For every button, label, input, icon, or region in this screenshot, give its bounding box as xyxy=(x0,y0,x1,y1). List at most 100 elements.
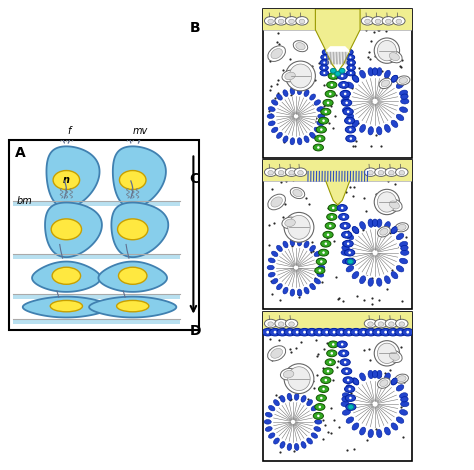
Ellipse shape xyxy=(349,128,352,131)
Ellipse shape xyxy=(319,118,328,124)
Point xyxy=(389,351,397,358)
Ellipse shape xyxy=(296,16,308,25)
Ellipse shape xyxy=(292,329,303,336)
Text: B: B xyxy=(190,21,200,35)
Point xyxy=(377,76,384,84)
Ellipse shape xyxy=(282,217,298,228)
Point xyxy=(292,187,299,194)
Point xyxy=(268,290,276,298)
Point xyxy=(275,328,283,336)
Ellipse shape xyxy=(368,219,374,227)
Ellipse shape xyxy=(400,107,408,112)
Ellipse shape xyxy=(346,384,354,391)
Ellipse shape xyxy=(344,361,346,363)
Ellipse shape xyxy=(283,241,288,248)
Ellipse shape xyxy=(384,221,391,229)
Ellipse shape xyxy=(358,329,369,336)
Ellipse shape xyxy=(392,331,394,334)
Point xyxy=(349,193,356,200)
Point xyxy=(326,215,334,222)
Ellipse shape xyxy=(272,127,278,133)
Point xyxy=(280,138,288,146)
Point xyxy=(284,431,292,439)
Point xyxy=(372,191,380,198)
Ellipse shape xyxy=(350,67,352,69)
Point xyxy=(354,119,362,126)
Ellipse shape xyxy=(342,397,349,402)
Ellipse shape xyxy=(346,114,354,121)
Point xyxy=(382,369,389,376)
Ellipse shape xyxy=(342,409,350,415)
Ellipse shape xyxy=(329,225,331,227)
Ellipse shape xyxy=(340,222,350,229)
Ellipse shape xyxy=(351,380,399,428)
Ellipse shape xyxy=(276,94,283,100)
Point xyxy=(306,200,313,207)
Point xyxy=(272,94,279,102)
Point xyxy=(401,240,409,248)
Point xyxy=(315,20,323,27)
Ellipse shape xyxy=(118,219,148,240)
Point xyxy=(327,404,335,411)
Ellipse shape xyxy=(321,377,331,384)
Ellipse shape xyxy=(346,370,348,373)
Ellipse shape xyxy=(268,107,275,111)
Ellipse shape xyxy=(351,78,399,125)
Point xyxy=(338,321,346,329)
Ellipse shape xyxy=(328,329,340,336)
Ellipse shape xyxy=(272,100,278,105)
Ellipse shape xyxy=(377,343,396,363)
Ellipse shape xyxy=(321,109,331,115)
Ellipse shape xyxy=(391,120,398,127)
Point xyxy=(301,377,308,385)
Ellipse shape xyxy=(322,49,331,55)
Ellipse shape xyxy=(321,55,329,60)
Point xyxy=(331,112,339,119)
Ellipse shape xyxy=(285,61,315,91)
Ellipse shape xyxy=(290,289,295,296)
Ellipse shape xyxy=(118,267,147,284)
Ellipse shape xyxy=(268,322,273,326)
Ellipse shape xyxy=(365,168,377,176)
Ellipse shape xyxy=(264,16,277,25)
Ellipse shape xyxy=(327,102,329,104)
Ellipse shape xyxy=(345,49,353,55)
Point xyxy=(344,446,351,454)
Ellipse shape xyxy=(282,70,298,82)
Ellipse shape xyxy=(377,40,396,61)
Point xyxy=(332,273,339,281)
Point xyxy=(324,376,332,383)
Point xyxy=(328,48,336,55)
Point xyxy=(392,180,399,188)
Ellipse shape xyxy=(332,207,335,209)
Point xyxy=(367,229,374,237)
Ellipse shape xyxy=(347,379,349,382)
Ellipse shape xyxy=(320,128,323,131)
Ellipse shape xyxy=(341,75,344,77)
Ellipse shape xyxy=(273,400,279,406)
Ellipse shape xyxy=(290,87,295,94)
Point xyxy=(274,29,282,36)
Ellipse shape xyxy=(355,331,357,334)
Text: A: A xyxy=(15,146,26,160)
Point xyxy=(290,325,297,332)
Point xyxy=(286,276,293,283)
Point xyxy=(282,201,289,208)
Ellipse shape xyxy=(310,132,316,138)
Ellipse shape xyxy=(328,72,338,79)
Point xyxy=(310,377,317,384)
Ellipse shape xyxy=(376,219,382,227)
Ellipse shape xyxy=(330,216,333,218)
Ellipse shape xyxy=(342,231,352,238)
Ellipse shape xyxy=(375,19,381,24)
Point xyxy=(267,110,274,118)
Ellipse shape xyxy=(314,279,320,284)
Ellipse shape xyxy=(389,201,400,209)
Ellipse shape xyxy=(273,438,279,444)
Point xyxy=(383,286,391,293)
Point xyxy=(311,77,319,84)
Point xyxy=(312,114,320,122)
Ellipse shape xyxy=(389,322,394,326)
Point xyxy=(384,195,392,203)
Ellipse shape xyxy=(340,359,350,366)
